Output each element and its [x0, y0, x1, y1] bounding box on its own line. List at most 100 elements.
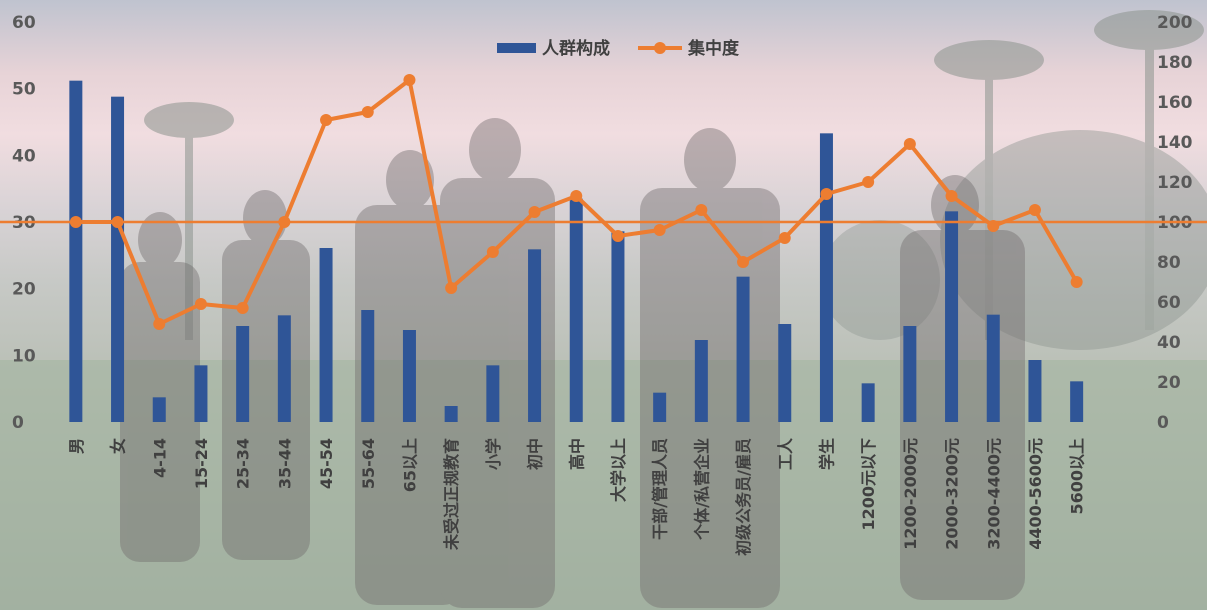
right-tick-label: 200: [1157, 13, 1193, 33]
line-series: [69, 74, 1083, 330]
right-tick-label: 80: [1157, 253, 1181, 273]
x-tick-label: 25-34: [234, 438, 253, 489]
x-tick-label: 未受过正规教育: [442, 438, 461, 551]
line-point: [695, 204, 708, 216]
x-tick-label: 65以上: [400, 438, 419, 492]
bar: [361, 310, 375, 422]
line-point: [445, 282, 458, 294]
line-point: [653, 224, 666, 236]
bar: [277, 315, 291, 422]
right-tick-label: 160: [1157, 93, 1193, 113]
right-tick-label: 60: [1157, 293, 1181, 313]
line-point: [945, 190, 958, 202]
right-tick-label: 40: [1157, 333, 1181, 353]
left-tick-label: 50: [12, 80, 36, 100]
left-tick-label: 0: [12, 413, 24, 433]
x-tick-label: 4-14: [150, 438, 169, 478]
palm-trees: [144, 10, 1207, 350]
x-tick-label: 2000-3200元: [943, 438, 962, 550]
bar: [819, 133, 833, 423]
bar: [152, 397, 166, 422]
right-tick-label: 0: [1157, 413, 1169, 433]
line-point: [987, 220, 1000, 232]
x-tick-label: 3200-4400元: [984, 438, 1003, 550]
bar: [903, 326, 917, 422]
bar: [1070, 381, 1084, 422]
x-tick-label: 女: [109, 438, 128, 454]
x-tick-label: 5600以上: [1068, 438, 1087, 515]
line-point: [903, 138, 916, 150]
bar: [945, 211, 959, 422]
x-tick-label: 小学: [484, 438, 503, 470]
bar: [569, 198, 583, 422]
line-point: [1028, 204, 1041, 216]
x-tick-label: 45-54: [317, 438, 336, 489]
x-tick-label: 1200-2000元: [901, 438, 920, 550]
bar: [736, 276, 750, 422]
left-tick-label: 40: [12, 146, 36, 166]
x-tick-label: 初级公务员/雇员: [734, 438, 753, 556]
bar: [653, 392, 667, 422]
line-point: [361, 106, 374, 118]
line-point: [320, 114, 333, 126]
bar: [986, 314, 1000, 422]
line-point: [570, 190, 583, 202]
line-point: [278, 216, 291, 228]
line-point: [820, 188, 833, 200]
bar: [1028, 360, 1042, 422]
bar: [194, 365, 208, 422]
right-tick-label: 140: [1157, 133, 1193, 153]
line-point: [1070, 276, 1083, 288]
line-point: [111, 216, 124, 228]
x-tick-label: 大学以上: [609, 438, 628, 502]
x-tick-label: 男: [67, 438, 86, 454]
bar: [486, 365, 500, 422]
x-tick-label: 学生: [817, 438, 836, 470]
right-tick-label: 180: [1157, 53, 1193, 73]
left-tick-label: 10: [12, 346, 36, 366]
legend-label-bar: 人群构成: [542, 38, 610, 59]
line-point: [194, 298, 207, 310]
line-point: [153, 318, 166, 330]
bar: [778, 324, 792, 422]
line-point: [69, 216, 82, 228]
legend-label-line: 集中度: [687, 38, 740, 59]
bar: [694, 340, 708, 422]
line-point: [403, 74, 416, 86]
x-tick-label: 1200元以下: [859, 438, 878, 531]
bar: [861, 383, 875, 422]
bar: [236, 326, 250, 422]
bar: [402, 330, 416, 422]
bar: [528, 249, 542, 422]
bar: [111, 96, 125, 423]
x-axis-labels: 男 女 4-14 15-24 25-34 35-44 45-54 55-64 65以上 未受过正规…: [67, 437, 1087, 556]
x-tick-label: 个体/私营企业: [692, 438, 711, 541]
legend: 人群构成 集中度: [497, 38, 740, 59]
x-tick-label: 15-24: [192, 438, 211, 489]
bar: [69, 80, 83, 423]
right-tick-label: 120: [1157, 173, 1193, 193]
bar-series: [69, 80, 1084, 423]
left-tick-label: 60: [12, 13, 36, 33]
left-tick-label: 20: [12, 280, 36, 300]
line-point: [486, 246, 499, 258]
line-point: [778, 232, 791, 244]
x-tick-label: 干部/管理人员: [651, 438, 670, 540]
x-tick-label: 55-64: [359, 438, 378, 489]
legend-swatch-marker: [654, 42, 666, 54]
x-tick-label: 4400-5600元: [1026, 438, 1045, 550]
x-tick-label: 工人: [776, 437, 795, 470]
right-tick-label: 20: [1157, 373, 1181, 393]
line-point: [862, 176, 875, 188]
line-point: [737, 256, 750, 268]
bar: [319, 248, 333, 422]
x-tick-label: 35-44: [275, 438, 294, 489]
line-point: [611, 230, 624, 242]
bar: [611, 231, 625, 422]
legend-swatch-bar: [497, 43, 536, 53]
